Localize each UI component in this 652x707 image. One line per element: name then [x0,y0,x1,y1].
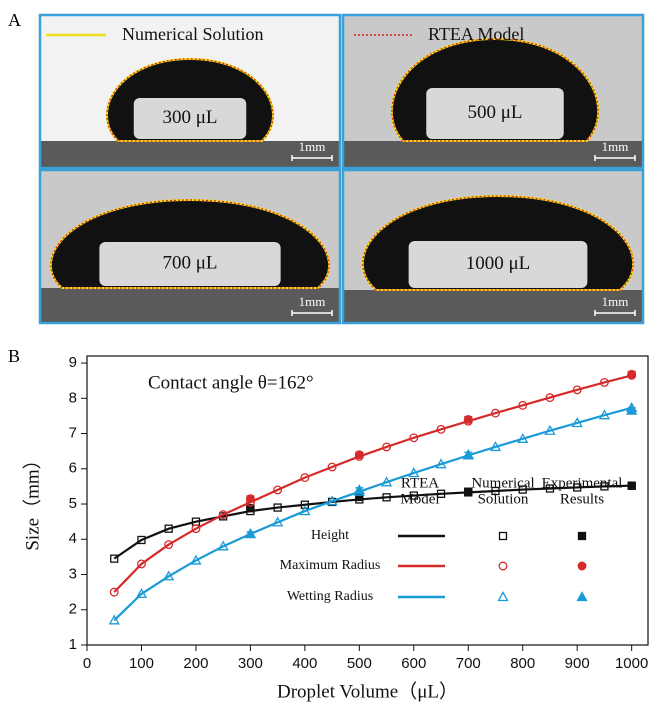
x-tick-label: 400 [292,655,317,672]
y-tick-label: 9 [69,354,77,371]
scale-label: 1mm [602,139,629,154]
volume-label: 700 μL [162,252,217,273]
x-tick-label: 500 [347,655,372,672]
y-tick-label: 3 [69,565,77,582]
legend-header: Experimental [542,475,623,491]
droplet-image: 700 μL 1mm [40,170,340,323]
volume-label: 500 μL [467,102,522,123]
y-tick-label: 5 [69,495,77,512]
volume-label: 300 μL [162,107,217,128]
x-tick-label: 900 [565,655,590,672]
substrate [40,141,340,168]
substrate [343,141,643,168]
legend-header: RTEA [401,475,439,491]
legend-marker [578,593,587,601]
annotation: Contact angle θ=162° [148,372,314,393]
legend-label: Wetting Radius [287,589,373,604]
legend-label: Height [311,528,349,543]
legend-marker [499,593,508,601]
figure: A B 300 μL 1mm 500 μL 1mm 700 μL 1mm 1000 μL 1m… [0,0,652,707]
legend-marker [579,533,586,540]
y-tick-label: 1 [69,636,77,653]
x-tick-label: 200 [183,655,208,672]
y-tick-label: 2 [69,601,77,618]
x-tick-label: 1000 [615,655,648,672]
panel-label: A [8,10,21,30]
legend-marker [500,533,507,540]
x-tick-label: 0 [83,655,91,672]
y-tick-label: 8 [69,389,77,406]
legend-label: Numerical Solution [122,24,263,44]
legend-label: Maximum Radius [280,558,381,573]
panel-label: B [8,346,20,366]
legend-header: Results [560,491,604,507]
x-axis-title: Droplet Volume（μL） [277,680,458,702]
y-tick-label: 6 [69,460,77,477]
legend-header: Model [400,491,439,507]
experimental-marker [464,416,472,424]
experimental-marker [247,495,255,503]
y-tick-label: 7 [69,425,77,442]
y-tick-label: 4 [69,530,77,547]
x-tick-label: 700 [456,655,481,672]
substrate [343,290,643,323]
experimental-marker [356,493,363,500]
model-line [114,486,631,559]
legend-marker [499,562,507,570]
legend-header: Solution [478,491,529,507]
x-tick-label: 800 [510,655,535,672]
scale-label: 1mm [602,294,629,309]
legend-marker [578,562,586,570]
droplet-image: 1000 μL 1mm [343,170,643,323]
experimental-marker [356,451,364,459]
legend-label: RTEA Model [428,24,524,44]
scale-label: 1mm [299,294,326,309]
substrate [40,288,340,323]
volume-label: 1000 μL [466,253,531,274]
scale-label: 1mm [299,139,326,154]
experimental-marker [628,371,636,379]
x-tick-label: 300 [238,655,263,672]
experimental-marker [628,482,635,489]
x-tick-label: 600 [401,655,426,672]
legend-header: Numerical [471,475,534,491]
x-tick-label: 100 [129,655,154,672]
y-axis-title: Size（mm） [21,450,43,550]
